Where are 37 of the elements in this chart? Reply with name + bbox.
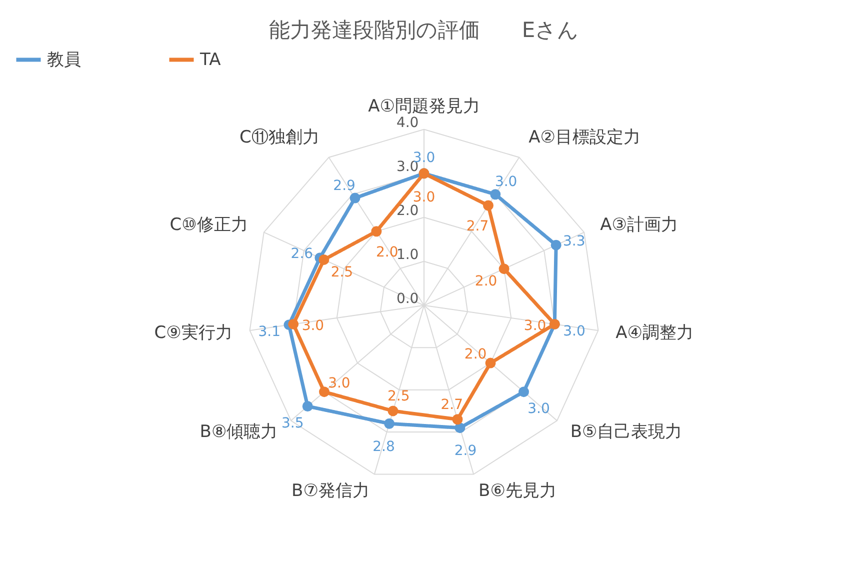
legend-label: 教員 bbox=[47, 50, 81, 70]
data-label: 3.1 bbox=[258, 324, 281, 340]
spoke-label: B⑧傾聴力 bbox=[200, 422, 278, 442]
spoke-label: A②目標設定力 bbox=[528, 127, 641, 148]
data-label: 2.0 bbox=[474, 273, 498, 290]
data-label: 3.5 bbox=[282, 416, 304, 432]
spoke-label: A①問題発見力 bbox=[368, 96, 480, 117]
data-label: 2.0 bbox=[376, 244, 398, 260]
data-label: 3.0 bbox=[524, 318, 546, 334]
spoke-label: B⑦発信力 bbox=[292, 481, 370, 502]
legend-label: TA bbox=[199, 50, 222, 70]
data-label: 2.8 bbox=[372, 439, 395, 456]
data-label: 2.7 bbox=[440, 396, 464, 413]
data-label: 3.3 bbox=[562, 233, 586, 250]
spoke-label: C⑨実行力 bbox=[154, 322, 232, 343]
data-label: 3.0 bbox=[494, 174, 518, 190]
data-label: 3.0 bbox=[528, 401, 550, 418]
spoke-label: A③計画力 bbox=[600, 214, 678, 235]
data-label: 2.9 bbox=[333, 178, 356, 194]
data-label: 2.9 bbox=[454, 443, 477, 460]
spoke-label: A④調整力 bbox=[616, 322, 694, 343]
data-label: 2.7 bbox=[466, 218, 489, 235]
y-tick-label: 4.0 bbox=[396, 114, 419, 131]
spoke-label: C⑩修正力 bbox=[170, 214, 248, 235]
data-label: 2.5 bbox=[387, 388, 410, 404]
y-tick-label: 0.0 bbox=[396, 290, 419, 307]
y-tick-label: 1.0 bbox=[396, 246, 419, 263]
spoke-label: B⑤自己表現力 bbox=[570, 422, 682, 442]
data-label: 3.0 bbox=[563, 323, 586, 340]
data-label: 3.0 bbox=[328, 375, 350, 392]
spoke-label: C⑪独創力 bbox=[239, 127, 320, 148]
data-label: 2.6 bbox=[290, 246, 314, 262]
chart-title: 能力発達段階別の評価 Eさん bbox=[268, 18, 580, 42]
data-label: 2.0 bbox=[464, 346, 487, 362]
data-label: 2.5 bbox=[330, 264, 354, 280]
data-label: 3.0 bbox=[302, 318, 324, 334]
spoke-label: B⑥先見力 bbox=[478, 481, 556, 502]
